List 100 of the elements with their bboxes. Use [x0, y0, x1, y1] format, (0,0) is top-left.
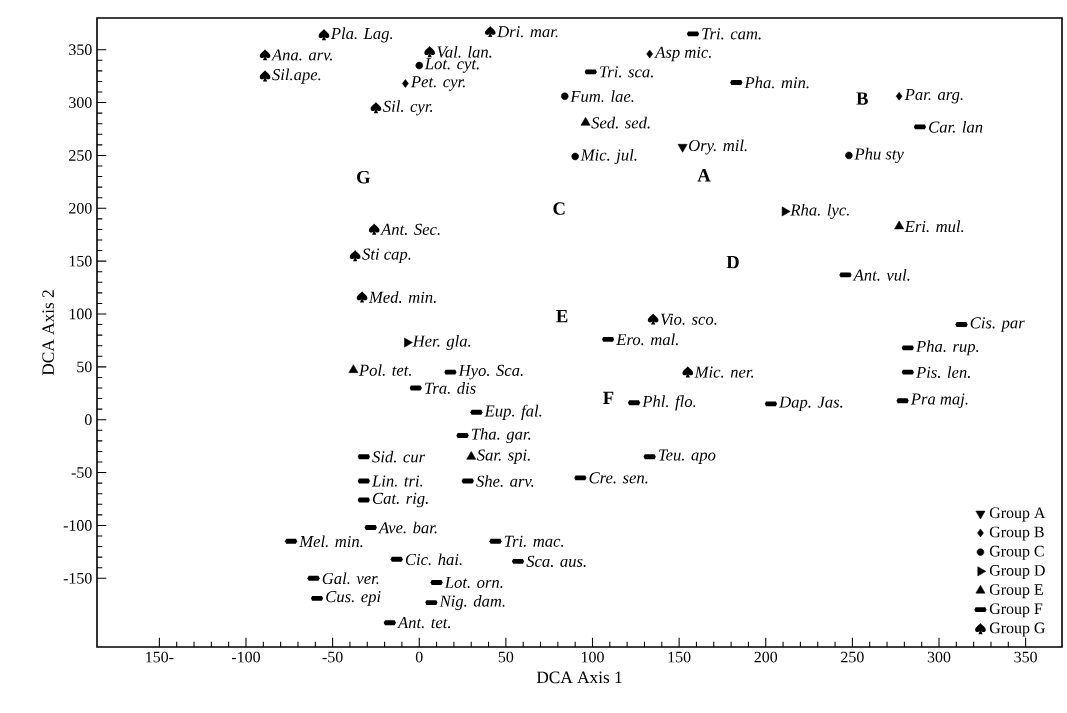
x-tick-label: 350	[1014, 651, 1037, 663]
y-tick-label: 200	[69, 202, 92, 214]
data-label: Sti cap.	[362, 248, 411, 264]
annotation: E	[556, 310, 568, 323]
annotation: B	[856, 92, 868, 105]
x-tick-label: -50	[322, 651, 343, 663]
data-label: Cat. rig.	[372, 492, 428, 508]
x-tick-label: 0	[415, 651, 423, 663]
y-tick-label: 300	[69, 97, 92, 108]
data-label: Sed. sed.	[591, 116, 650, 129]
y-tick-label: -150	[63, 572, 92, 584]
data-label: Eup. fal.	[484, 404, 542, 420]
point	[466, 451, 477, 460]
data-label: Mic. jul.	[580, 148, 637, 165]
annotation: A	[697, 169, 711, 182]
data-label: Asp mic.	[654, 46, 711, 62]
data-label: Sid. cur	[372, 450, 426, 463]
point	[318, 29, 330, 41]
data-label: Tri. mac.	[504, 535, 564, 547]
data-label: Par. arg.	[904, 89, 963, 104]
data-label: Ave. bar.	[378, 521, 437, 534]
point	[571, 152, 579, 161]
point	[349, 250, 361, 262]
data-label: Ory. mil.	[689, 139, 747, 155]
data-label: Vio. sco.	[660, 313, 717, 325]
y-tick-label: 50	[77, 361, 92, 373]
data-label: Lin. tri.	[371, 475, 423, 487]
data-label: Dri. mar.	[497, 26, 558, 38]
legend-label: Group B	[989, 526, 1044, 541]
x-tick-label: 150	[668, 651, 691, 663]
data-label: Tri. cam.	[702, 28, 761, 40]
legend-label: Group A	[989, 507, 1046, 522]
data-label: Cre. sen.	[589, 472, 648, 484]
point	[370, 102, 382, 114]
data-label: Ero. mal.	[616, 333, 678, 346]
data-label: Phl. flo.	[642, 395, 696, 411]
point	[561, 92, 569, 100]
data-label: Hyo. Sca.	[458, 364, 523, 380]
y-tick-label: 0	[84, 414, 92, 426]
data-label: Teu. apo	[658, 449, 716, 464]
data-label: Ana. arv.	[271, 49, 332, 61]
data-label: Gal. ver.	[322, 572, 379, 585]
data-label: She. arv.	[476, 475, 534, 487]
data-label: Cic. hai.	[405, 553, 462, 566]
point	[646, 49, 653, 59]
point	[677, 144, 688, 153]
data-label: Mel. min.	[299, 535, 363, 548]
data-label: Sar. spi.	[476, 449, 530, 464]
x-axis-title: DCA Axis 1	[536, 671, 622, 684]
legend-label: Group E	[989, 584, 1043, 599]
data-label: Rha. lyc.	[790, 203, 849, 219]
data-label: Lot. orn.	[444, 576, 503, 589]
point	[402, 79, 409, 88]
x-tick-label: 250	[841, 651, 864, 663]
data-label: Pis. len.	[915, 366, 970, 379]
data-label: Pet. cyr.	[410, 76, 465, 91]
data-label: Fum. lae.	[570, 90, 634, 103]
data-label: Lot. cyt.	[424, 58, 479, 73]
y-tick-label: 100	[69, 308, 92, 320]
point	[845, 151, 853, 160]
data-label: Cus. epi	[326, 591, 381, 606]
data-label: Ant. vul.	[852, 269, 910, 281]
x-tick-label: 100	[581, 651, 604, 663]
point	[895, 91, 903, 101]
y-tick-label: 150	[69, 255, 92, 267]
point	[368, 223, 380, 235]
data-label: Ant. Sec.	[380, 223, 440, 236]
data-label: Car. lan	[929, 121, 983, 133]
legend-label: Group G	[989, 622, 1045, 637]
point	[647, 313, 659, 325]
point	[259, 70, 271, 82]
x-tick-label: 50	[498, 651, 514, 663]
annotation: F	[603, 391, 614, 404]
y-tick-label: -100	[63, 520, 92, 531]
data-label: Tra. dis	[425, 382, 476, 394]
data-label: Pha. rup.	[915, 340, 979, 356]
legend-label: Group F	[989, 603, 1043, 618]
data-label: Pha. min.	[744, 76, 809, 89]
point	[424, 45, 435, 58]
data-label: Pol. tet.	[358, 364, 411, 376]
data-label: Sca. aus.	[526, 555, 586, 567]
annotation: C	[553, 202, 565, 215]
data-label: Ant. tet.	[397, 617, 451, 629]
data-label: Cis. par	[970, 317, 1025, 332]
data-label: Sil.ape.	[272, 68, 321, 84]
point	[356, 291, 368, 303]
y-tick-label: 250	[69, 150, 92, 161]
point	[682, 366, 694, 378]
x-tick-label: -100	[231, 651, 260, 663]
legend-label: Group D	[989, 565, 1045, 579]
data-label: Med. min.	[368, 291, 436, 303]
data-label: Eri. mul.	[904, 220, 964, 233]
point	[348, 364, 359, 373]
data-label: Sil. cyr.	[383, 100, 433, 116]
legend-label: Group C	[989, 545, 1044, 560]
point	[484, 25, 496, 38]
data-label: Dap. Jas.	[779, 396, 843, 412]
data-label: Tha. gar.	[471, 428, 531, 444]
x-tick-label: 300	[927, 651, 951, 663]
annotation: G	[357, 170, 371, 184]
